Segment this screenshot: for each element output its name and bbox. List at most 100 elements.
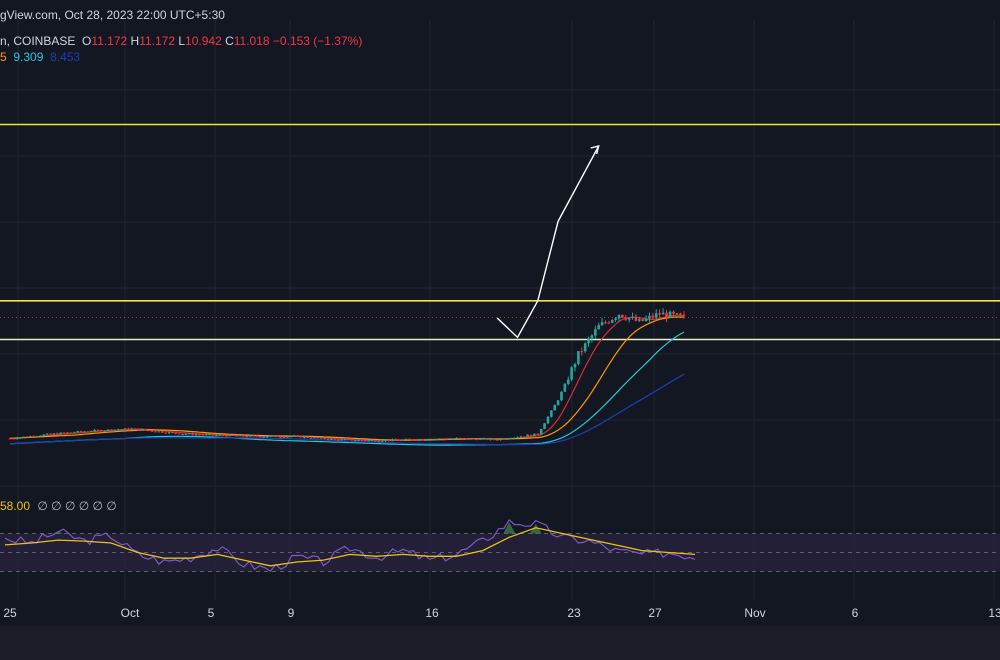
candle-body	[225, 435, 228, 437]
candle-body	[137, 428, 140, 431]
candle-body	[421, 439, 425, 441]
candle-body	[66, 432, 69, 434]
candle-body	[360, 439, 364, 441]
moving-average-line	[9, 373, 685, 446]
candle-body	[658, 313, 661, 315]
rsi-overbought-fill	[52, 522, 542, 534]
bottom-toolbar	[0, 626, 1000, 660]
candle-body	[397, 439, 401, 441]
candle-body	[675, 313, 679, 315]
x-tick-label: 13	[988, 606, 1000, 620]
candle-body	[550, 410, 553, 417]
candle-body	[526, 434, 529, 437]
arrow-head	[590, 145, 600, 155]
candle-body	[441, 438, 445, 440]
candle-body	[116, 429, 120, 431]
candle-body	[451, 438, 455, 440]
candle-body	[597, 325, 600, 330]
candle-body	[309, 437, 313, 439]
candle-body	[238, 435, 242, 437]
candle-body	[580, 351, 584, 353]
candle-body	[357, 439, 360, 441]
candle-body	[536, 433, 540, 435]
candle-body	[533, 433, 536, 436]
candle-body	[489, 438, 492, 440]
candle-body	[181, 433, 184, 435]
candle-body	[144, 429, 147, 431]
candle-body	[296, 435, 299, 437]
projection-arrow	[496, 145, 600, 339]
candle-body	[445, 438, 448, 440]
candle-body	[147, 430, 151, 432]
candle-body	[641, 319, 644, 321]
candle-body	[458, 437, 462, 439]
candle-body	[72, 432, 76, 434]
candle-body	[35, 436, 39, 438]
candle-body	[62, 432, 66, 434]
price-candles	[8, 308, 686, 443]
candle-body	[245, 436, 249, 438]
chart-timestamp: gView.com, Oct 28, 2023 22:00 UTC+5:30	[0, 8, 225, 22]
candle-body	[621, 314, 624, 318]
candle-body	[668, 311, 672, 318]
candle-body	[218, 434, 222, 436]
candle-body	[350, 439, 354, 441]
candle-body	[627, 317, 631, 320]
candle-body	[492, 438, 496, 440]
moving-average-lines	[9, 314, 685, 446]
candle-body	[519, 436, 523, 438]
x-tick-label: 27	[648, 606, 662, 620]
candle-body	[201, 434, 205, 436]
projection-path	[496, 145, 600, 339]
candle-body	[316, 437, 320, 439]
candle-body	[340, 439, 343, 441]
candle-body	[380, 441, 384, 443]
rsi-readout: 58.00 ∅ ∅ ∅ ∅ ∅ ∅	[0, 499, 117, 513]
candle-body	[113, 429, 117, 431]
candle-body	[401, 439, 404, 441]
candle-body	[600, 322, 604, 326]
candle-body	[651, 315, 655, 318]
candle-body	[100, 430, 103, 432]
candle-body	[79, 431, 83, 433]
candle-body	[215, 435, 218, 437]
candle-body	[462, 438, 465, 440]
rsi-pane	[0, 518, 1000, 572]
candle-body	[269, 435, 272, 437]
candle-body	[566, 379, 570, 384]
candle-body	[323, 437, 326, 439]
candle-body	[522, 436, 526, 438]
candle-body	[204, 434, 208, 436]
candle-body	[672, 311, 675, 314]
x-tick-label: 5	[207, 606, 215, 620]
candle-body	[252, 435, 255, 437]
candle-body	[353, 440, 357, 442]
candle-body	[221, 434, 225, 436]
candle-body	[160, 431, 164, 433]
candle-body	[407, 438, 411, 440]
candle-body	[418, 439, 421, 441]
moving-average-line	[9, 331, 685, 446]
candle-body	[654, 313, 658, 318]
horizontal-levels	[0, 123, 1000, 341]
candle-body	[435, 439, 438, 441]
candle-body	[374, 440, 377, 442]
candle-body	[614, 318, 617, 320]
candle-body	[438, 438, 441, 440]
candle-body	[509, 438, 513, 440]
x-tick-label: 6	[851, 606, 859, 620]
candle-body	[529, 434, 533, 436]
candle-body	[404, 438, 408, 440]
candle-body	[18, 437, 22, 439]
candle-body	[546, 416, 550, 424]
candle-body	[164, 432, 167, 434]
candle-body	[42, 434, 46, 436]
candle-body	[472, 438, 475, 440]
candle-body	[167, 432, 171, 434]
moving-average-line	[9, 314, 685, 441]
candle-body	[289, 436, 293, 438]
candle-body	[638, 319, 641, 321]
candle-body	[150, 430, 154, 432]
candle-body	[363, 440, 367, 442]
